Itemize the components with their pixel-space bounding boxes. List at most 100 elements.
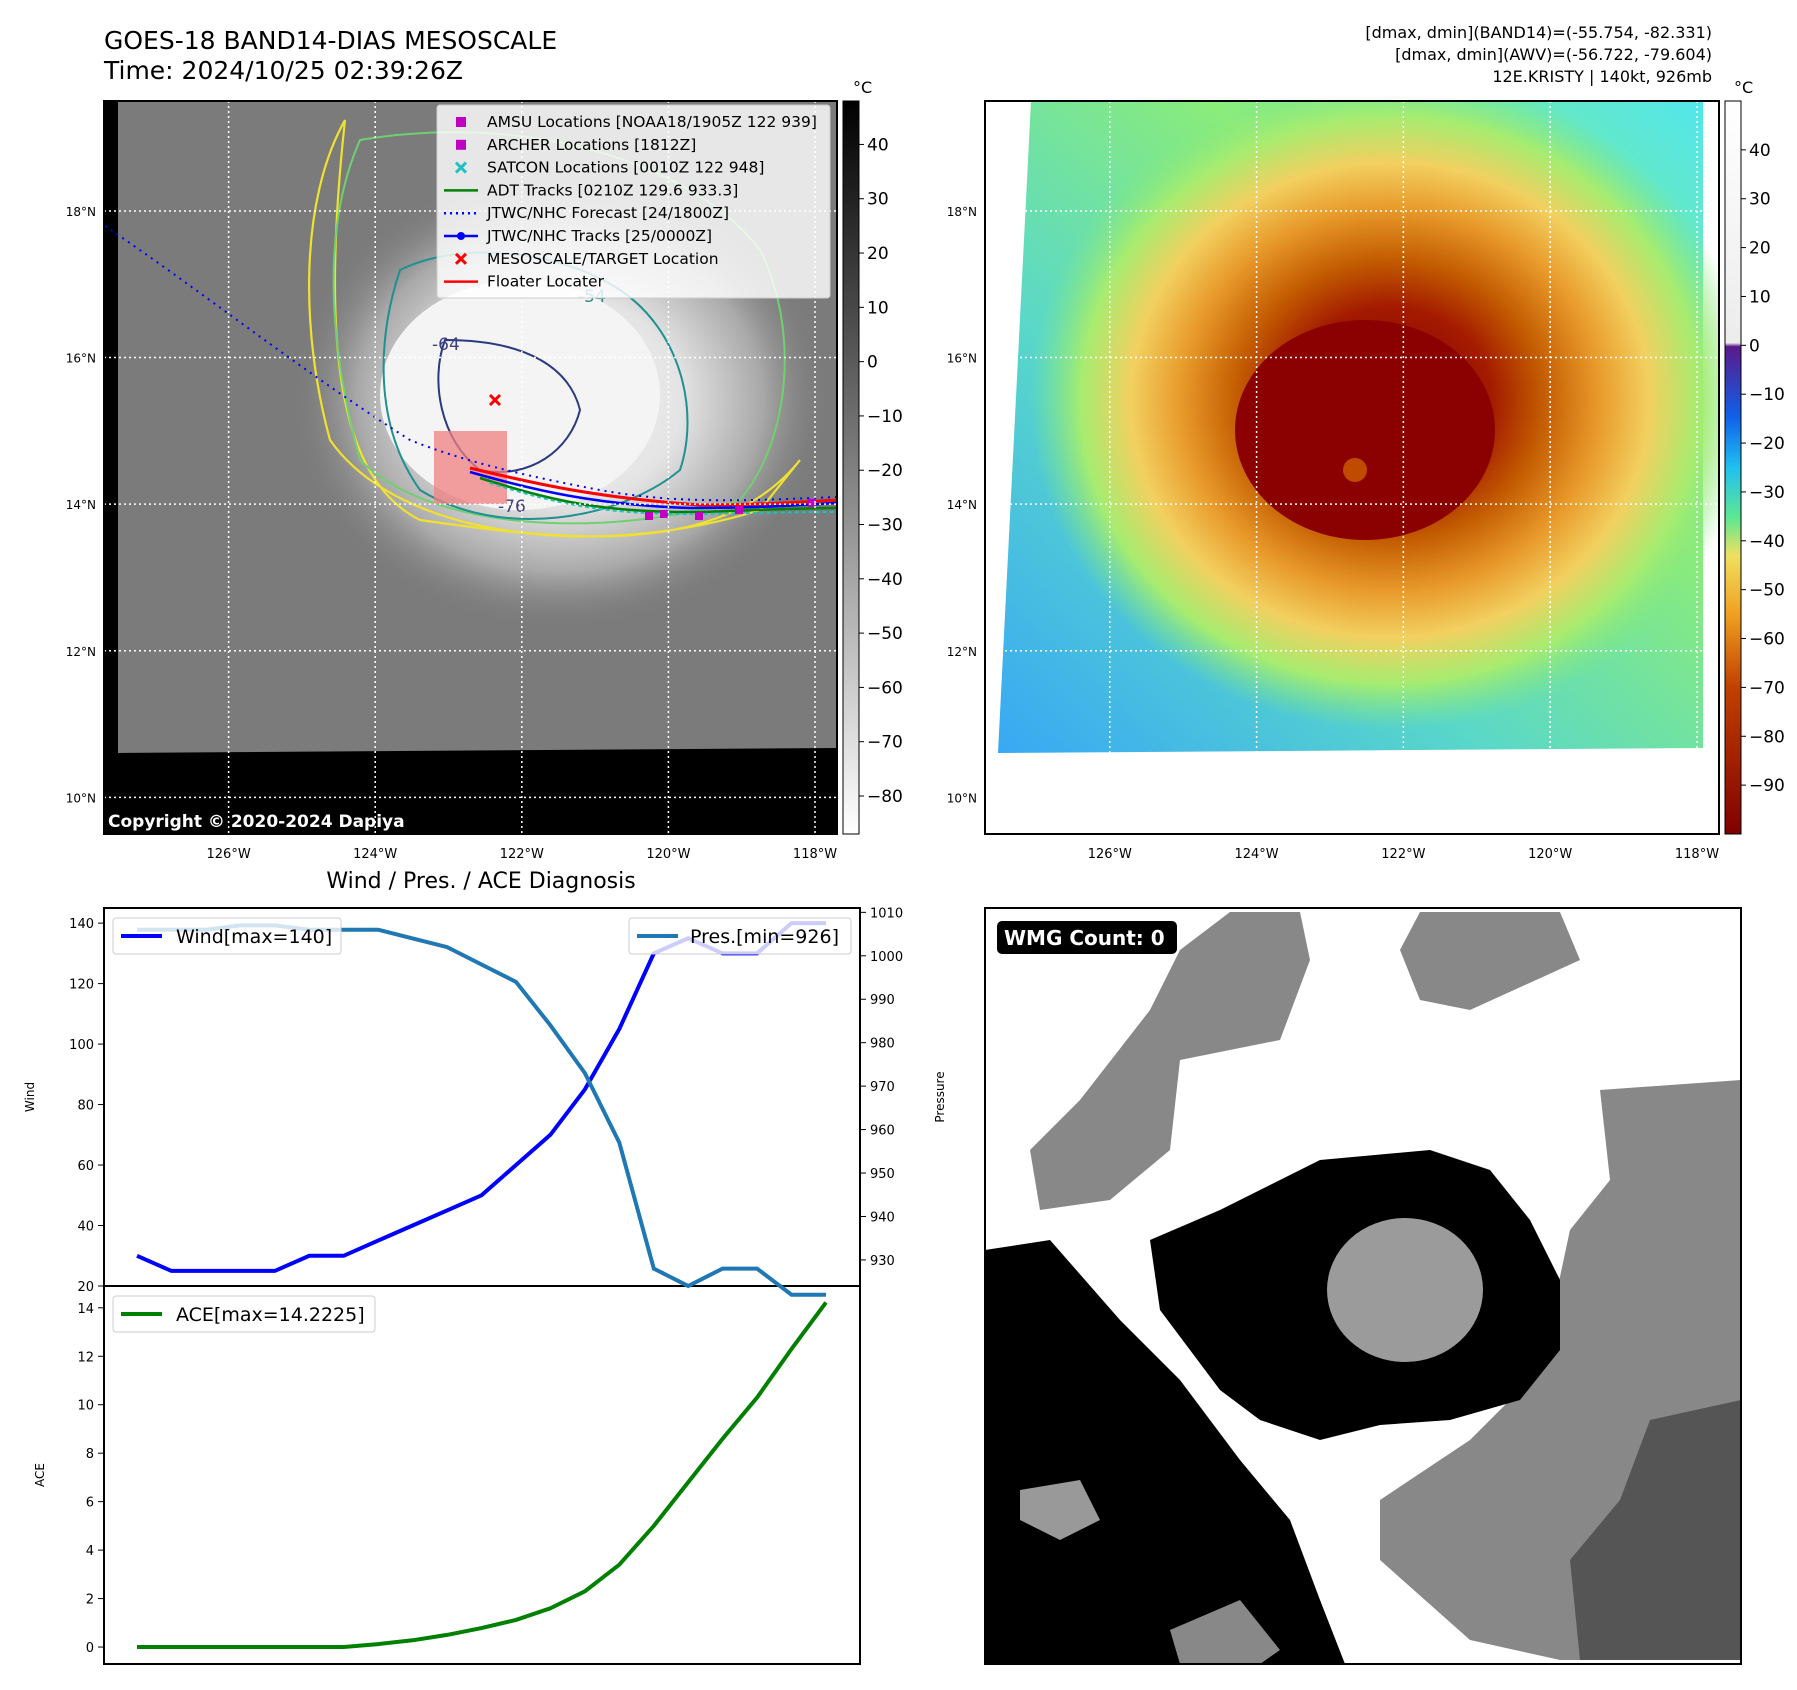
- right-lat-label: 16°N: [947, 352, 977, 366]
- left-lat-label: 16°N: [66, 352, 96, 366]
- colorbar-tick-label: 0: [1749, 336, 1760, 356]
- ace-axis-label: ACE: [33, 1463, 47, 1487]
- wmg-gray-south: [1170, 1600, 1280, 1664]
- y2-tick-label: 970: [870, 1080, 895, 1095]
- colorbar-tick-label: −60: [1749, 630, 1785, 650]
- left-lon-label: 126°W: [207, 847, 251, 862]
- colorbar-tick-label: −10: [1749, 385, 1785, 405]
- legend-label: AMSU Locations [NOAA18/1905Z 122 939]: [487, 113, 817, 131]
- pressure-axis-label: Pressure: [933, 1071, 947, 1122]
- y-tick-label: 140: [69, 917, 94, 932]
- diagnosis-panel: Wind / Pres. / ACE Diagnosis Wind Pressu…: [23, 869, 947, 1665]
- legend-marker: [454, 252, 468, 265]
- adt-track: [479, 476, 837, 514]
- colorbar-tick-label: −80: [1749, 727, 1785, 747]
- legend-label: JTWC/NHC Tracks [25/0000Z]: [486, 227, 712, 245]
- ace-legend: ACE[max=14.2225]: [112, 1295, 376, 1333]
- left-lat-label: 10°N: [66, 791, 96, 805]
- left-lat-label: 14°N: [66, 498, 96, 512]
- left-lat-label: 18°N: [66, 205, 96, 219]
- colorbar-tick-label: −20: [1749, 434, 1785, 454]
- right-map-gridlines: [985, 101, 1719, 834]
- amsu-markers: [645, 499, 816, 520]
- y2-tick-label: 960: [870, 1124, 895, 1139]
- legend-marker: [454, 161, 468, 174]
- y-tick-label: 60: [77, 1159, 94, 1174]
- y-tick-label: 100: [69, 1038, 94, 1053]
- y2-tick-label: 990: [870, 993, 895, 1008]
- left-map-frame: [103, 100, 838, 835]
- wmg-eye: [1327, 1218, 1483, 1362]
- y-tick-label: 20: [77, 1280, 94, 1295]
- wmg-dark-east: [1570, 1400, 1741, 1660]
- left-lon-labels: 126°W 124°W 122°W 120°W 118°W: [207, 847, 838, 862]
- y-tick-label: 12: [77, 1350, 94, 1365]
- y-tick-label: 10: [77, 1399, 94, 1414]
- right-lon-label: 120°W: [1528, 847, 1572, 862]
- left-map-gridlines: [104, 101, 837, 834]
- right-colorbar: °C 40 30 20 10 0 −10 −20 −30 −40 −50 −60 −70 −80 −90: [1724, 78, 1785, 835]
- left-lon-label: 122°W: [500, 847, 544, 862]
- ace-series-line: [137, 1301, 828, 1649]
- left-lon-label: 118°W: [793, 847, 837, 862]
- wmg-gray-north: [1030, 912, 1310, 1210]
- wmg-gray-ne: [1400, 912, 1580, 1010]
- band14-range: [dmax, dmin](BAND14)=(-55.754, -82.331): [1365, 23, 1712, 42]
- right-map-frame: [984, 100, 1720, 835]
- legend-label: ADT Tracks [0210Z 129.6 933.3]: [487, 181, 738, 199]
- colorbar-tick-label: −40: [1749, 532, 1785, 552]
- y-tick-label: 40: [77, 1220, 94, 1235]
- ace-legend-label: ACE[max=14.2225]: [176, 1304, 365, 1326]
- pressure-legend-box: [628, 917, 852, 955]
- colorbar-tick-label: 20: [1749, 239, 1771, 259]
- colorbar-tick-label: −30: [1749, 483, 1785, 503]
- y-tick-label: 0: [86, 1641, 94, 1656]
- colorbar-tick-label: 10: [867, 298, 889, 318]
- left-colorbar: °C 40 30 20 10 0 −10 −20 −30 −40 −50 −60 −70 −80: [842, 78, 903, 835]
- right-lat-label: 18°N: [947, 205, 977, 219]
- colorbar-tick-label: 20: [867, 244, 889, 264]
- legend-label: SATCON Locations [0010Z 122 948]: [487, 159, 764, 177]
- satcon-track: [489, 482, 837, 516]
- colorbar-tick-label: −40: [867, 570, 903, 590]
- wmg-panel: WMG Count: 0: [984, 907, 1742, 1665]
- y-tick-label: 4: [86, 1544, 94, 1559]
- ir-map-panel: -64 -76 -54 Copyright © 2020-2024 Dapiya…: [66, 100, 838, 862]
- wmg-count-label: WMG Count: 0: [1004, 926, 1165, 950]
- y2-tick-label: 1010: [870, 906, 903, 921]
- colorbar-tick-label: −80: [867, 787, 903, 807]
- eye: [1343, 458, 1367, 482]
- legend-label: MESOSCALE/TARGET Location: [487, 250, 719, 268]
- colorbar-tick-label: 10: [1749, 287, 1771, 307]
- ace-axes: [103, 1285, 861, 1665]
- colorbar-tick-label: −30: [867, 516, 903, 536]
- legend-marker-dot: [457, 232, 465, 240]
- chart-title: GOES-18 BAND14-DIAS MESOSCALE: [104, 26, 558, 55]
- right-lon-label: 124°W: [1234, 847, 1278, 862]
- wmg-frame: [984, 907, 1742, 1665]
- wind-legend-box: [112, 917, 342, 955]
- left-lon-label: 120°W: [646, 847, 690, 862]
- right-colorbar-unit: °C: [1734, 78, 1753, 97]
- right-lon-labels: 126°W 124°W 122°W 120°W 118°W: [1088, 847, 1720, 862]
- pressure-legend-label: Pres.[min=926]: [690, 926, 839, 948]
- left-lat-label: 12°N: [66, 645, 96, 659]
- jtwc-track: [469, 470, 837, 510]
- y-tick-label: 6: [86, 1496, 94, 1511]
- right-lat-label: 14°N: [947, 498, 977, 512]
- right-lat-labels: 18°N 16°N 14°N 12°N 10°N: [947, 205, 977, 805]
- colorbar-tick-label: 40: [1749, 141, 1771, 161]
- y-tick-label: 80: [77, 1099, 94, 1114]
- diagnosis-title: Wind / Pres. / ACE Diagnosis: [326, 869, 635, 894]
- right-lon-label: 118°W: [1675, 847, 1719, 862]
- y-tick-label: 14: [77, 1302, 94, 1317]
- left-colorbar-unit: °C: [853, 78, 872, 97]
- right-lon-label: 122°W: [1381, 847, 1425, 862]
- colorbar-tick-label: −50: [867, 624, 903, 644]
- storm-info: 12E.KRISTY | 140kt, 926mb: [1492, 67, 1712, 86]
- color-ir-map-panel: 18°N 16°N 14°N 12°N 10°N 126°W 124°W 122°W 120°…: [947, 100, 1720, 862]
- y-tick-label: 2: [86, 1593, 94, 1608]
- forecast-track: [104, 225, 837, 502]
- y2-tick-label: 950: [870, 1167, 895, 1182]
